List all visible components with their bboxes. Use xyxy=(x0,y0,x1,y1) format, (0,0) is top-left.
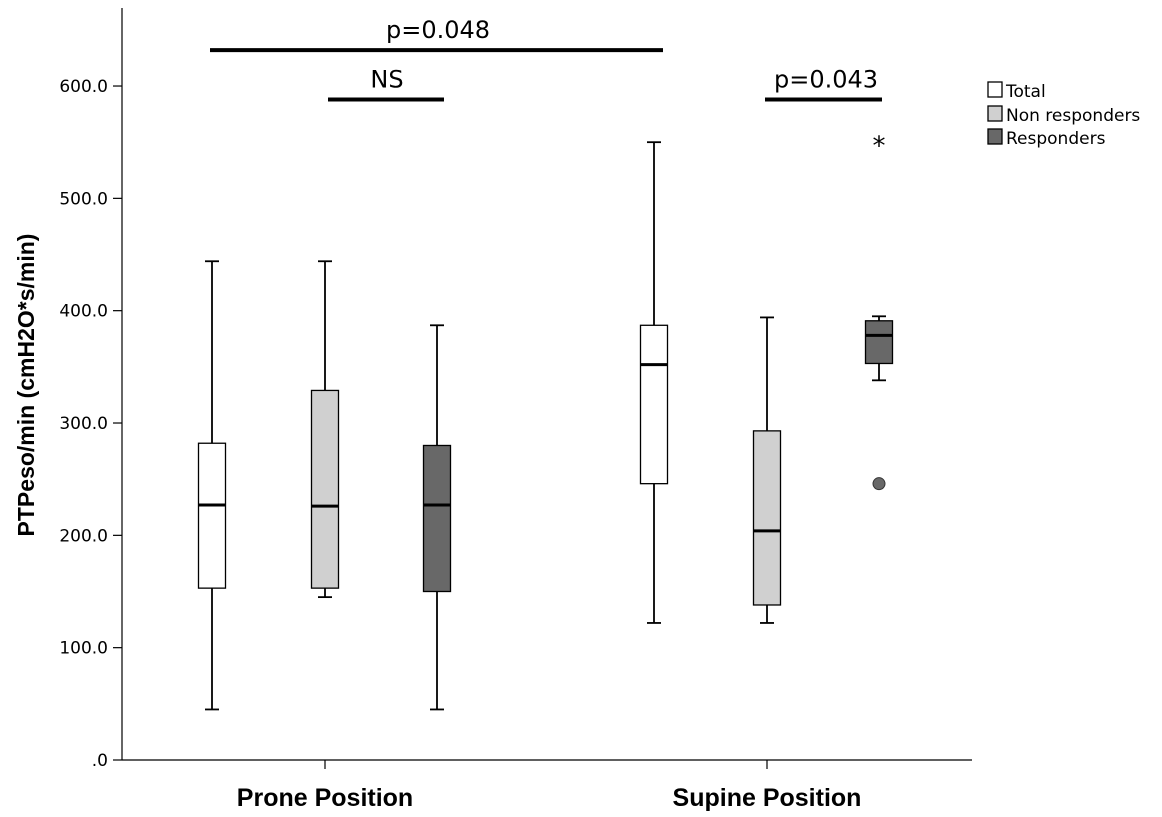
box-non-responders xyxy=(752,316,782,624)
y-tick-label: 300.0 xyxy=(59,414,108,434)
significance-label-total: p=0.048 xyxy=(386,16,490,44)
significance-label-supine: p=0.043 xyxy=(774,65,878,93)
box-iqr xyxy=(310,389,340,589)
box-iqr xyxy=(752,430,782,606)
x-tick-label: Supine Position xyxy=(673,784,862,812)
y-tick-label: 100.0 xyxy=(59,639,108,659)
y-tick-label: 600.0 xyxy=(59,77,108,97)
box-non-responders xyxy=(310,260,340,599)
significance-annotations: p=0.048 NS p=0.043 xyxy=(210,16,882,102)
significance-label-prone: NS xyxy=(370,65,403,93)
extreme-point: * xyxy=(873,131,886,161)
box-iqr xyxy=(422,444,452,593)
legend-swatch-total xyxy=(987,81,1003,98)
x-tick-label: Prone Position xyxy=(237,784,413,812)
box-responders xyxy=(422,324,452,711)
y-tick-label: 500.0 xyxy=(59,189,108,209)
y-tick-label: .0 xyxy=(92,751,108,771)
legend-label-total: Total xyxy=(1005,82,1046,102)
legend-label-responders: Responders xyxy=(1006,129,1106,149)
box-responders: * xyxy=(864,131,894,491)
legend-swatch-responders xyxy=(987,128,1003,145)
legend: Total Non responders Responders xyxy=(987,81,1140,149)
y-axis-label: PTPeso/min (cmH2O*s/min) xyxy=(13,234,39,537)
box-iqr xyxy=(639,324,669,485)
box-iqr xyxy=(197,442,227,589)
y-tick-label: 200.0 xyxy=(59,526,108,546)
legend-label-non-responders: Non responders xyxy=(1006,106,1140,126)
box-iqr xyxy=(864,320,894,365)
box-total xyxy=(197,260,227,711)
y-tick-label: 400.0 xyxy=(59,302,108,322)
outlier-point xyxy=(872,477,886,491)
y-axis-ticks: .0 100.0 200.0 300.0 400.0 500.0 600.0 xyxy=(59,77,122,771)
box-groups: * xyxy=(197,131,894,711)
x-axis-ticks: Prone Position Supine Position xyxy=(237,760,862,812)
box-total xyxy=(639,141,669,624)
legend-swatch-non-responders xyxy=(987,105,1003,122)
